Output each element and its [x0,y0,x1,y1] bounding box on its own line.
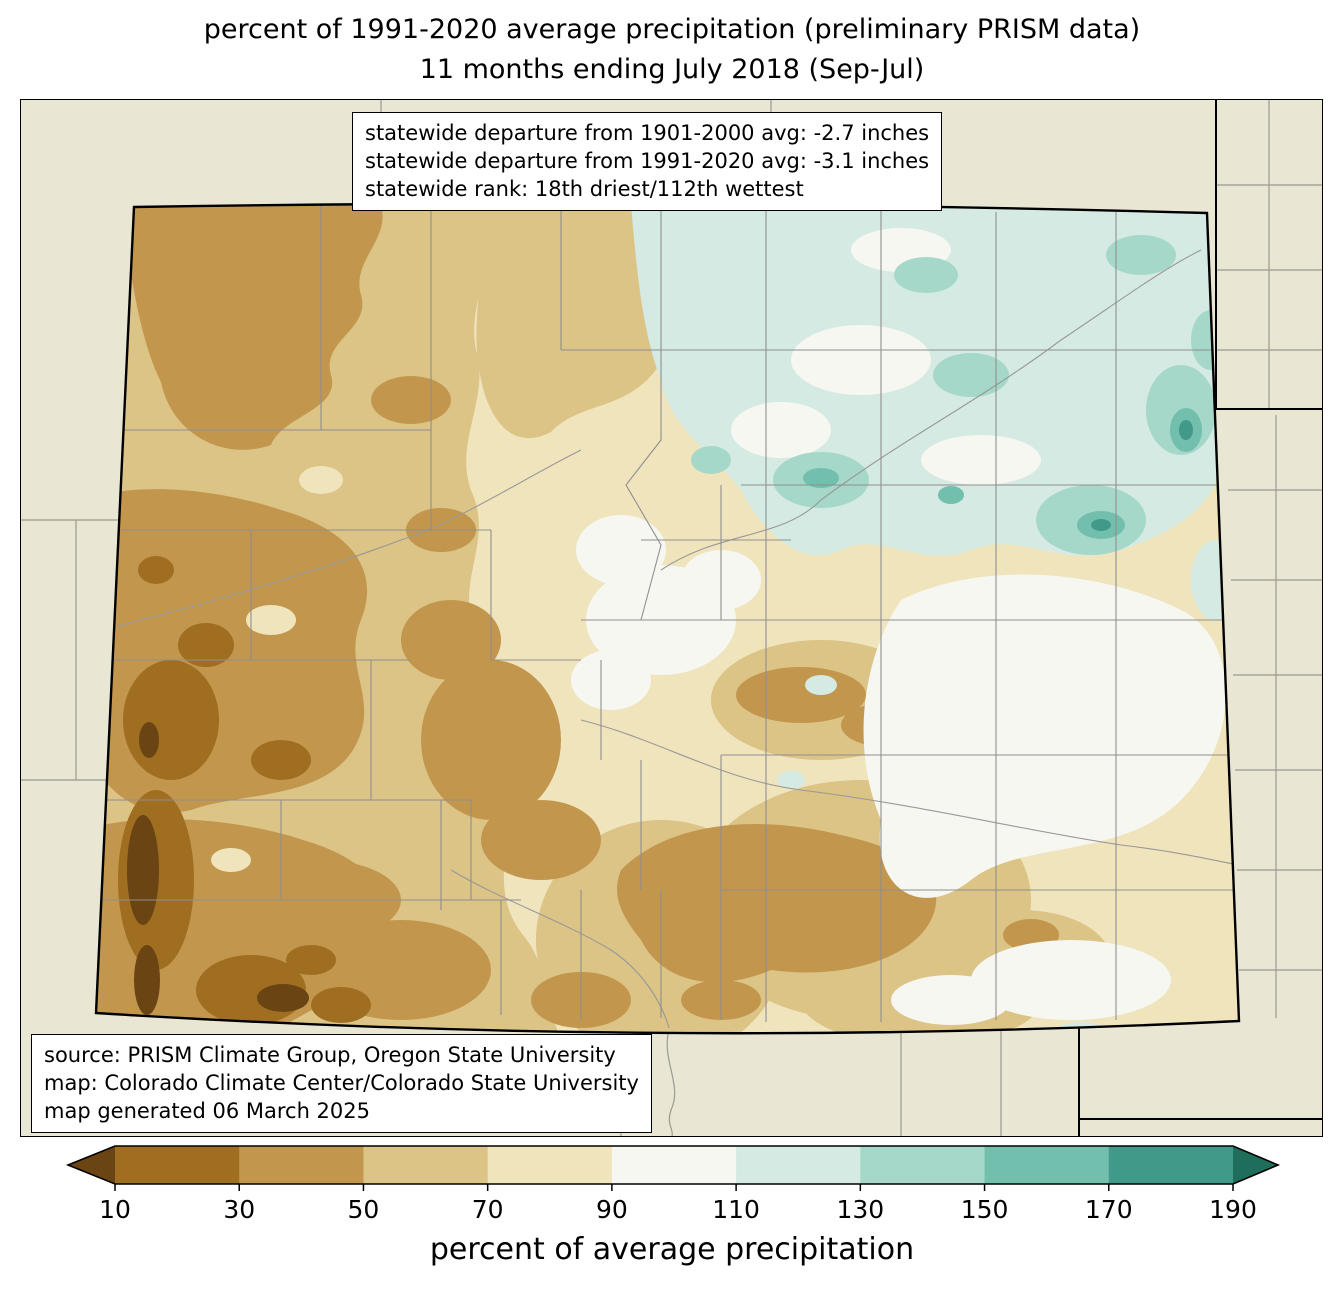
colorbar-tick-label: 10 [99,1195,131,1224]
neighbor-boundaries [21,100,1322,1136]
colorbar-tick-label: 70 [472,1195,504,1224]
county-lines [96,204,1238,1022]
colorbar-tick-label: 190 [1209,1195,1257,1224]
colorbar: 10 30 50 70 90 110 130 150 170 190 [65,1145,1281,1224]
source-box: source: PRISM Climate Group, Oregon Stat… [31,1034,652,1133]
contour-70-90-spots [211,466,343,872]
stats-line-3: statewide rank: 18th driest/112th wettes… [365,177,804,201]
colorbar-segment [984,1146,1110,1184]
source-line-1: source: PRISM Climate Group, Oregon Stat… [44,1043,616,1067]
colorbar-tick-label: 50 [348,1195,380,1224]
colorbar-tick-label: 170 [1085,1195,1133,1224]
contour-90-110 [571,228,1226,1025]
colorado-precip-map [21,100,1322,1136]
contour-10-30 [118,556,371,1025]
contour-below-10 [127,722,309,1015]
colorbar-segment [736,1146,861,1184]
map-frame: statewide departure from 1901-2000 avg: … [20,99,1323,1137]
colorbar-tick-label: 150 [961,1195,1009,1224]
contour-170-190 [1091,420,1193,531]
colorbar-segment [611,1146,737,1184]
colorbar-label: percent of average precipitation [429,1232,915,1267]
colorbar-arrow-left [68,1146,115,1184]
colorbar-tick-label: 90 [596,1195,628,1224]
neighbor-state-borders [1078,100,1322,1136]
stats-line-1: statewide departure from 1901-2000 avg: … [365,121,930,145]
colorbar-segment [115,1146,240,1184]
colorbar-tick-label: 30 [223,1195,255,1224]
source-line-2: map: Colorado Climate Center/Colorado St… [44,1071,639,1095]
stats-line-2: statewide departure from 1991-2020 avg: … [365,149,930,173]
colorbar-arrow-right [1233,1146,1278,1184]
precip-contours [96,204,1239,1034]
colorbar-segment [487,1146,613,1184]
colorbar-segment [239,1146,364,1184]
colorbar-tick-label: 110 [712,1195,760,1224]
stats-box: statewide departure from 1901-2000 avg: … [352,112,943,211]
source-line-3: map generated 06 March 2025 [44,1099,371,1123]
map-title-line1: percent of 1991-2020 average precipitati… [203,14,1141,45]
rivers [98,249,1239,1029]
map-title-line2: 11 months ending July 2018 (Sep-Jul) [419,54,925,85]
colorbar-segment [1108,1146,1234,1184]
colorbar-tick-label: 130 [836,1195,884,1224]
colorbar-segment [860,1146,986,1184]
colorbar-segment [363,1146,489,1184]
